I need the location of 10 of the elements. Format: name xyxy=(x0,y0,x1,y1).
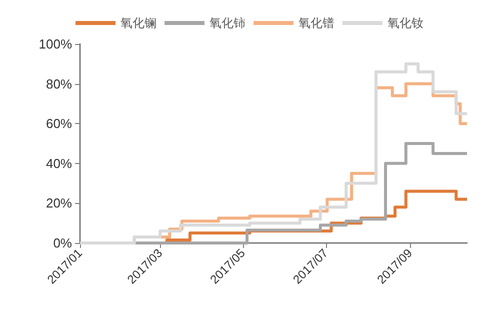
legend-label: 氧化钕 xyxy=(388,16,424,30)
y-tick-label: 0% xyxy=(53,236,72,250)
y-tick-label: 60% xyxy=(46,116,72,132)
y-tick-label: 40% xyxy=(46,156,72,171)
y-tick-label: 20% xyxy=(46,196,72,211)
y-tick-label: 80% xyxy=(46,76,72,92)
legend-label: 氧化镧 xyxy=(120,16,156,30)
y-tick-label: 100% xyxy=(38,36,72,52)
legend-label: 氧化镨 xyxy=(298,16,334,30)
legend-label: 氧化铈 xyxy=(210,16,246,30)
